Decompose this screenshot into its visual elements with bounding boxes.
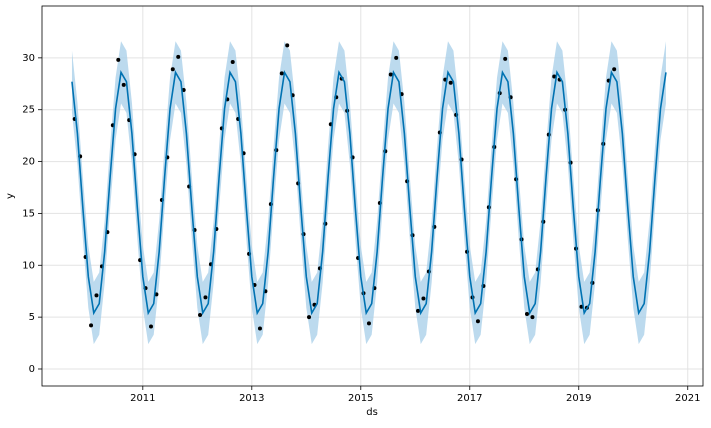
data-point xyxy=(552,74,557,79)
x-axis-label: ds xyxy=(366,407,378,418)
data-point xyxy=(198,313,203,318)
x-tick-label: 2015 xyxy=(348,393,373,404)
uncertainty-band xyxy=(71,41,666,345)
y-tick-label: 25 xyxy=(22,105,35,116)
data-point xyxy=(612,67,617,72)
x-tick-label: 2021 xyxy=(675,393,700,404)
y-tick-label: 20 xyxy=(22,157,35,168)
data-point xyxy=(203,295,208,300)
y-axis-label: y xyxy=(5,193,16,199)
data-point xyxy=(394,55,399,60)
data-point xyxy=(307,315,312,320)
data-point xyxy=(176,54,181,59)
x-tick-label: 2019 xyxy=(566,393,591,404)
grid xyxy=(42,6,703,386)
y-tick-label: 10 xyxy=(22,260,35,271)
forecast-line xyxy=(71,70,667,316)
data-point xyxy=(448,80,453,85)
data-point xyxy=(366,321,371,326)
y-tick-label: 30 xyxy=(22,53,35,64)
data-point xyxy=(170,67,175,72)
data-point xyxy=(230,60,235,65)
y-tick-label: 0 xyxy=(29,364,35,375)
data-point xyxy=(421,296,426,301)
data-point xyxy=(279,71,284,76)
y-tick-label: 5 xyxy=(29,312,35,323)
data-point xyxy=(475,319,480,324)
data-point xyxy=(257,326,262,331)
y-tick-label: 15 xyxy=(22,208,35,219)
plot-frame xyxy=(41,5,704,387)
data-point xyxy=(148,324,153,329)
x-tick-label: 2017 xyxy=(457,393,482,404)
data-point xyxy=(530,315,535,320)
data-point xyxy=(285,43,290,48)
data-point xyxy=(416,308,421,313)
data-point xyxy=(388,72,393,77)
x-tick-label: 2011 xyxy=(130,393,155,404)
data-point xyxy=(524,312,529,317)
data-point xyxy=(121,82,126,87)
data-point xyxy=(116,57,121,62)
data-point xyxy=(94,293,99,298)
x-tick-label: 2013 xyxy=(239,393,264,404)
data-point xyxy=(503,56,508,61)
data-point xyxy=(89,323,94,328)
